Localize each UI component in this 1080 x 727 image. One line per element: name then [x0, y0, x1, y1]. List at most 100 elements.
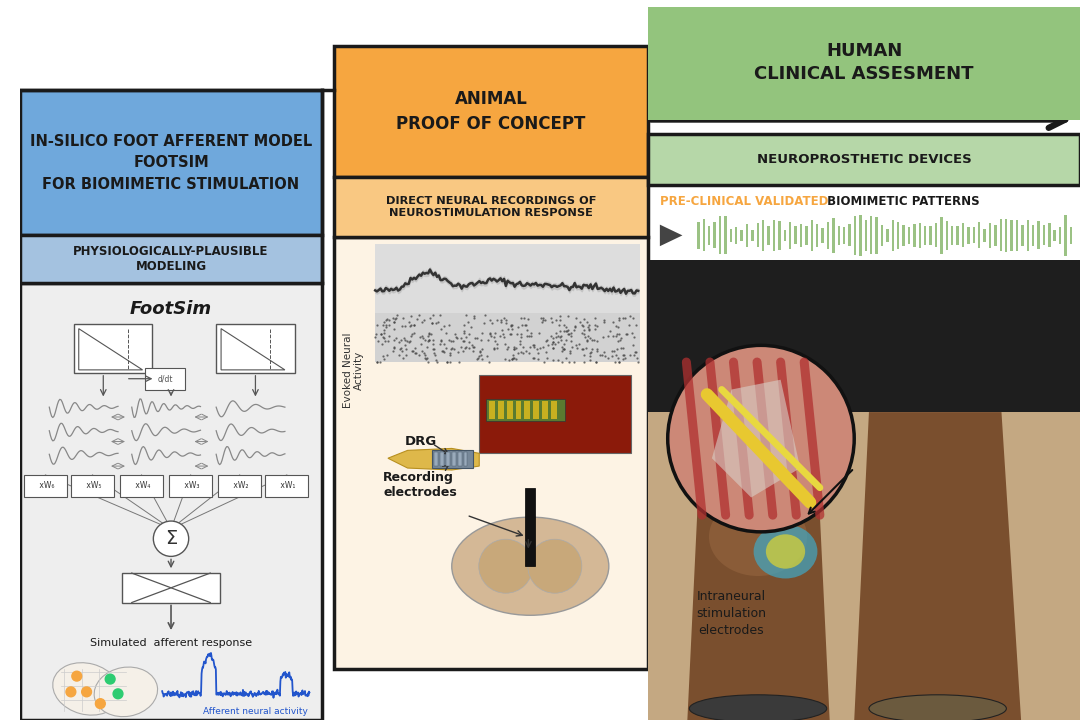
Point	[613, 349, 631, 361]
Point	[571, 316, 589, 328]
Point	[387, 313, 404, 325]
Point	[417, 353, 434, 365]
Point	[535, 312, 552, 324]
Point	[386, 323, 403, 334]
Point	[368, 356, 386, 367]
Point	[501, 329, 518, 340]
Point	[450, 356, 468, 367]
Point	[608, 320, 625, 332]
Point	[442, 356, 459, 367]
Point	[443, 342, 460, 354]
Point	[579, 330, 596, 342]
Point	[630, 356, 647, 367]
Point	[421, 312, 438, 324]
Bar	[432, 450, 473, 468]
Bar	[1021, 225, 1024, 246]
Point	[417, 349, 434, 361]
Circle shape	[667, 345, 854, 532]
Bar	[842, 227, 846, 244]
Point	[544, 355, 562, 366]
Point	[414, 345, 431, 356]
Point	[595, 331, 612, 342]
Point	[376, 316, 393, 328]
Bar	[446, 452, 449, 466]
Polygon shape	[687, 412, 829, 720]
Point	[495, 329, 512, 340]
Point	[416, 315, 433, 326]
Point	[557, 352, 575, 364]
Point	[580, 323, 597, 334]
Point	[508, 342, 525, 354]
Point	[481, 315, 498, 326]
Point	[384, 312, 402, 324]
Point	[482, 329, 499, 340]
Point	[521, 330, 538, 342]
Bar	[440, 452, 444, 466]
Bar	[1004, 219, 1008, 252]
Point	[505, 343, 523, 355]
Point	[503, 323, 521, 334]
Bar	[486, 399, 565, 421]
Point	[408, 313, 426, 325]
Bar	[816, 224, 819, 247]
Text: BIOMIMETIC PATTERNS: BIOMIMETIC PATTERNS	[823, 195, 980, 207]
Point	[594, 349, 611, 361]
Circle shape	[113, 689, 123, 699]
Bar	[752, 230, 754, 241]
Point	[484, 318, 501, 329]
Point	[567, 340, 584, 351]
Point	[624, 312, 642, 324]
Bar	[708, 226, 711, 245]
Point	[588, 356, 605, 367]
Point	[367, 329, 384, 340]
Point	[510, 321, 527, 333]
Bar	[730, 228, 732, 242]
Point	[579, 334, 596, 345]
Point	[612, 342, 630, 354]
Point	[535, 341, 552, 353]
Point	[573, 327, 591, 339]
Point	[612, 332, 630, 344]
Point	[467, 332, 484, 344]
Bar	[757, 223, 759, 247]
Point	[410, 309, 428, 321]
Point	[405, 318, 422, 330]
Point	[604, 345, 621, 356]
Point	[581, 332, 598, 344]
Point	[502, 329, 519, 340]
Text: FootSim: FootSim	[130, 300, 212, 318]
Point	[576, 329, 593, 340]
Point	[416, 352, 433, 364]
Circle shape	[153, 521, 189, 556]
Bar	[1053, 230, 1056, 241]
Point	[472, 346, 489, 358]
Point	[390, 349, 407, 361]
Bar	[1058, 227, 1062, 244]
Bar	[725, 217, 727, 254]
Point	[626, 346, 644, 358]
Bar	[773, 220, 775, 251]
Point	[420, 327, 437, 339]
Point	[498, 343, 515, 355]
Point	[579, 321, 596, 333]
Point	[610, 356, 627, 367]
Point	[540, 340, 557, 351]
Bar	[983, 229, 986, 241]
Point	[406, 318, 423, 330]
Bar	[266, 475, 309, 497]
Point	[586, 323, 604, 334]
Bar	[762, 220, 765, 251]
Bar	[972, 228, 975, 244]
Point	[492, 315, 510, 326]
Bar	[375, 244, 640, 362]
Bar	[999, 220, 1002, 252]
Bar	[498, 401, 503, 419]
Point	[368, 318, 386, 330]
Circle shape	[105, 674, 116, 684]
Point	[396, 340, 414, 351]
Point	[480, 334, 497, 345]
Point	[471, 345, 488, 356]
Bar	[507, 401, 513, 419]
Point	[551, 326, 568, 337]
Point	[473, 353, 490, 365]
